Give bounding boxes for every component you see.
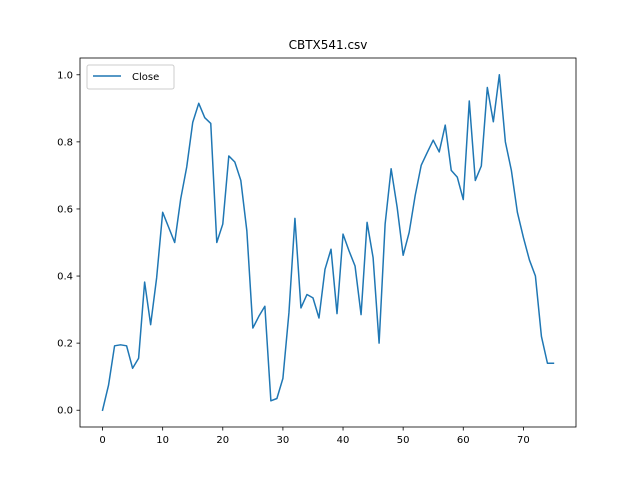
x-tick-label: 30 — [277, 435, 290, 446]
y-tick-label: 1.0 — [57, 70, 73, 81]
x-tick-label: 50 — [397, 435, 410, 446]
x-tick-label: 70 — [517, 435, 530, 446]
x-tick-label: 20 — [216, 435, 229, 446]
series-line-close — [101, 74, 555, 412]
legend-box — [86, 64, 175, 90]
x-tick-label: 40 — [337, 435, 350, 446]
x-tick-label: 10 — [156, 435, 169, 446]
x-tick-label: 0 — [99, 435, 105, 446]
y-tick-label: 0.2 — [57, 339, 73, 350]
x-tick-label: 60 — [457, 435, 470, 446]
legend: Close — [86, 64, 175, 90]
y-tick-label: 0.6 — [57, 204, 73, 215]
axes-frame — [79, 57, 577, 428]
y-tick-label: 0.4 — [57, 272, 73, 283]
y-tick-label: 0.0 — [57, 406, 73, 417]
y-tick-label: 0.8 — [57, 137, 73, 148]
chart-title: CBTX541.csv — [289, 38, 368, 52]
legend-label-close: Close — [132, 72, 159, 83]
plot-area: 0 10 20 30 40 50 60 70 0.0 0.2 0.4 0.6 0.8 1.0 — [57, 70, 555, 446]
